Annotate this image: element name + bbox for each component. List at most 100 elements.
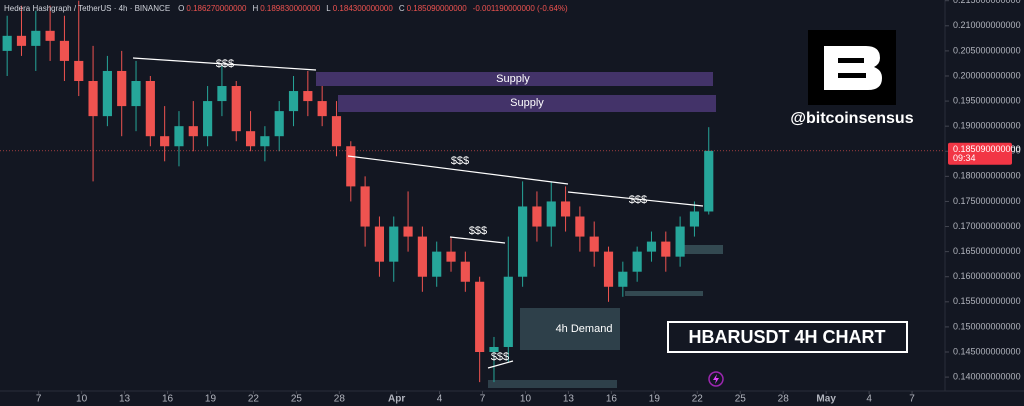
candle-body	[689, 211, 700, 227]
last-price-label: 0.185090000000	[953, 144, 1021, 154]
candle-body	[632, 251, 642, 272]
candle-body	[2, 35, 12, 51]
candle-body	[203, 101, 213, 137]
trendline	[132, 57, 317, 71]
y-tick-label: 0.140000000000	[953, 371, 1021, 381]
candle-body	[589, 236, 599, 252]
candle-body	[274, 111, 284, 137]
candle-body	[59, 40, 70, 61]
y-tick-label: 0.190000000000	[953, 121, 1021, 131]
candle-body	[16, 35, 27, 46]
title-box: HBARUSDT 4H CHART	[667, 321, 908, 353]
candle-body	[131, 81, 141, 107]
x-tick-label: 7	[909, 394, 915, 405]
candle-body	[288, 91, 299, 112]
x-tick-label: 22	[692, 394, 704, 405]
candle-body	[88, 81, 98, 117]
x-tick-label: 7	[480, 394, 486, 405]
chart-title: HBARUSDT 4H CHART	[689, 327, 886, 347]
candle-body	[675, 226, 685, 257]
change: -0.001190000000 (-0.64%)	[473, 4, 568, 13]
candle-body	[374, 226, 385, 262]
x-tick-label: 7	[36, 394, 42, 405]
y-tick-label: 0.205000000000	[953, 45, 1021, 55]
candle-body	[31, 30, 41, 46]
watermark: @bitcoinsensus	[790, 110, 913, 127]
y-tick-label: 0.150000000000	[953, 321, 1021, 331]
y-tick-label: 0.160000000000	[953, 271, 1021, 281]
x-tick-label: 10	[520, 394, 532, 405]
demand-zone	[520, 308, 620, 350]
y-tick-label: 0.210000000000	[953, 20, 1021, 30]
liquidity-label: $$$	[629, 194, 647, 206]
x-tick-label: 4	[866, 394, 872, 405]
candles	[2, 0, 714, 383]
y-tick-label: 0.145000000000	[953, 346, 1021, 356]
candle-body	[646, 241, 657, 252]
candle-body	[475, 281, 485, 353]
candle-body	[74, 60, 84, 82]
x-tick-label: 22	[248, 394, 260, 405]
candle-body	[231, 86, 241, 132]
event-icon	[708, 371, 724, 387]
candle-body	[661, 241, 671, 257]
demand-zone	[488, 380, 617, 388]
candle-body	[560, 201, 571, 217]
candle-body	[217, 86, 227, 102]
candle-body	[432, 251, 442, 277]
liquidity-label: $$$	[491, 351, 509, 363]
header: Hedera Hashgraph / TetherUS · 4h · BINAN…	[4, 4, 568, 13]
candle-body	[102, 70, 112, 117]
demand-zone	[625, 291, 703, 296]
x-tick-label: 28	[334, 394, 346, 405]
symbol: Hedera Hashgraph / TetherUS · 4h · BINAN…	[4, 4, 170, 13]
x-tick-label: 13	[563, 394, 575, 405]
zones	[316, 72, 723, 388]
ohlc-key: O	[178, 4, 184, 13]
liquidity-label: $$$	[469, 225, 487, 237]
candle-body	[160, 136, 170, 147]
demand-zone	[680, 245, 723, 254]
candle-body	[618, 271, 628, 287]
y-tick-label: 0.165000000000	[953, 246, 1021, 256]
ohlc-key: L	[326, 4, 331, 13]
candle-body	[174, 126, 184, 147]
candle-body	[503, 276, 513, 347]
candle-body	[460, 261, 470, 282]
candle-body	[331, 116, 342, 147]
event-glyph	[713, 374, 719, 384]
x-tick-label: 25	[291, 394, 303, 405]
ohlc-key: C	[399, 4, 405, 13]
candle-body	[446, 251, 456, 262]
candle-body	[532, 206, 542, 227]
candle-body	[317, 101, 327, 117]
liquidity-label: $$$	[451, 155, 469, 167]
ohlc-key: H	[252, 4, 258, 13]
candle-body	[417, 236, 427, 277]
x-tick-label: 25	[735, 394, 747, 405]
candle-body	[403, 226, 413, 237]
candle-body	[145, 81, 155, 137]
x-tick-label: 10	[76, 394, 88, 405]
logo-mark	[824, 46, 882, 90]
candle-body	[245, 131, 256, 147]
zone-label: Supply	[510, 97, 544, 109]
y-tick-label: 0.170000000000	[953, 221, 1021, 231]
liquidity-label: $$$	[216, 58, 234, 70]
x-tick-label: Apr	[388, 394, 405, 405]
supply-zone	[338, 95, 716, 112]
candle-body	[188, 126, 198, 137]
x-tick-label: 19	[205, 394, 217, 405]
ohlc-value: 0.189830000000	[260, 4, 321, 13]
x-tick-label: May	[816, 394, 836, 405]
candle-body	[489, 346, 499, 353]
candle-body	[704, 150, 714, 212]
y-tick-label: 0.155000000000	[953, 296, 1021, 306]
y-tick-label: 0.215000000000	[953, 0, 1021, 5]
title-frame	[667, 321, 908, 353]
y-tick-label: 0.180000000000	[953, 171, 1021, 181]
candle-body	[117, 70, 127, 107]
candle-body	[389, 226, 399, 262]
x-tick-label: 19	[649, 394, 661, 405]
